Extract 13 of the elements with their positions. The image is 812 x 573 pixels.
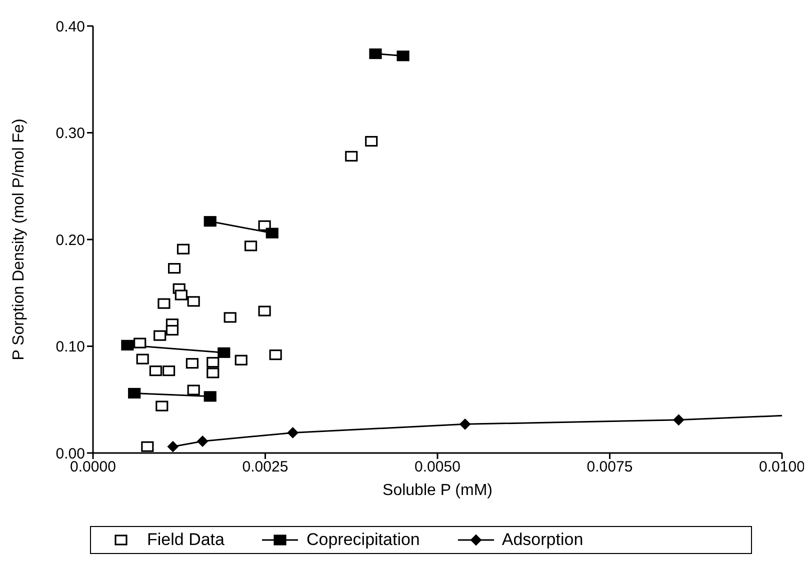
legend-label: Adsorption — [502, 530, 584, 550]
y-axis-title: P Sorption Density (mol P/mol Fe) — [10, 118, 28, 360]
y-tick-label: 0.20 — [56, 232, 85, 249]
x-tick-label: 0.0025 — [242, 458, 288, 476]
y-tick-label: 0.10 — [56, 338, 85, 356]
x-tick-label: 0.0050 — [414, 458, 460, 476]
x-tick-label: 0.0075 — [586, 458, 633, 476]
x-axis-title: Soluble P (mM) — [382, 482, 492, 499]
y-tick-label: 0.30 — [56, 125, 85, 142]
legend-label: Coprecipitation — [306, 530, 420, 550]
x-tick-label: 0.0100 — [759, 458, 805, 476]
legend-label: Field Data — [147, 530, 224, 550]
y-tick-label: 0.40 — [56, 18, 85, 36]
